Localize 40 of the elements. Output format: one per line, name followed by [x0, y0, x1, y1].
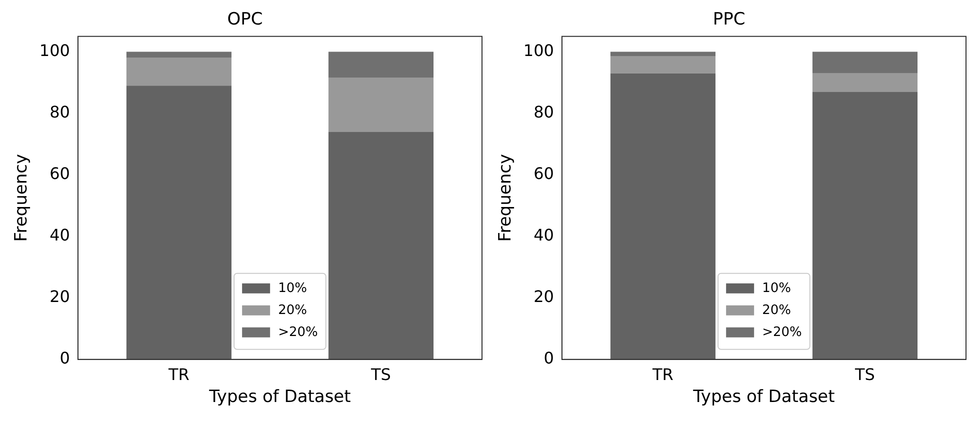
- x-axis-title: Types of Dataset: [208, 387, 352, 408]
- legend-label: 10%: [762, 280, 791, 296]
- x-tick-label: TS: [370, 365, 391, 384]
- x-tick-label: TS: [854, 365, 875, 384]
- bar: [812, 52, 918, 74]
- y-tick-label: 100: [39, 40, 70, 60]
- legend-label: 10%: [278, 280, 307, 296]
- y-tick-label: 60: [50, 164, 70, 183]
- chart-title: OPC: [227, 10, 263, 30]
- bar: [812, 73, 918, 92]
- bar: [610, 52, 716, 56]
- x-tick-label: TR: [168, 365, 190, 384]
- x-axis-title: Types of Dataset: [692, 387, 836, 408]
- bar: [812, 92, 918, 360]
- y-tick-label: 80: [50, 102, 70, 122]
- y-tick-label: 60: [534, 164, 554, 183]
- bar: [328, 52, 434, 78]
- y-axis-title: Frequency: [496, 154, 516, 242]
- bar: [126, 58, 232, 86]
- x-tick-label: TR: [652, 365, 674, 384]
- y-tick-label: 20: [534, 287, 554, 306]
- bar: [610, 56, 716, 74]
- y-tick-label: 0: [544, 348, 554, 368]
- legend-label: >20%: [762, 324, 802, 340]
- y-tick-label: 40: [50, 226, 70, 245]
- y-tick-label: 80: [534, 102, 554, 122]
- bar: [126, 86, 232, 360]
- bar: [328, 78, 434, 132]
- legend-label: 20%: [762, 302, 791, 318]
- y-tick-label: 100: [523, 40, 554, 60]
- y-tick-label: 40: [534, 226, 554, 245]
- y-axis-title: Frequency: [12, 154, 32, 242]
- bar: [328, 132, 434, 360]
- bar: [126, 52, 232, 58]
- bar: [610, 73, 716, 360]
- legend-label: >20%: [278, 324, 318, 340]
- legend-label: 20%: [278, 302, 307, 318]
- y-tick-label: 20: [50, 287, 70, 306]
- chart-title: PPC: [712, 10, 746, 30]
- y-tick-label: 0: [60, 348, 70, 368]
